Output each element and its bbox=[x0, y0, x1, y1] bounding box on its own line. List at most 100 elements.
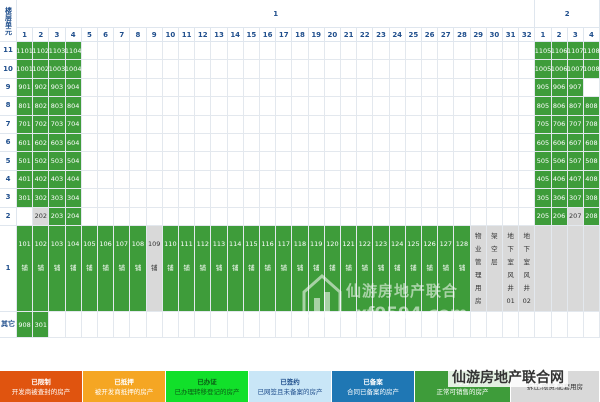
unit-cell[interactable]: 206 bbox=[551, 207, 568, 226]
unit-cell[interactable]: 1006 bbox=[551, 60, 568, 79]
unit-cell[interactable]: 607 bbox=[567, 134, 584, 153]
shop-cell[interactable]: 103 铺 bbox=[49, 226, 66, 312]
unit-cell[interactable]: 306 bbox=[551, 189, 568, 208]
unit-cell[interactable]: 505 bbox=[535, 152, 552, 171]
unit-cell[interactable]: 805 bbox=[535, 97, 552, 116]
unit-cell[interactable]: 1008 bbox=[583, 60, 600, 79]
special-room-cell[interactable]: 地下室风井 01 bbox=[503, 226, 520, 312]
unit-cell[interactable]: 1105 bbox=[535, 42, 552, 61]
unit-cell[interactable]: 501 bbox=[17, 152, 34, 171]
shop-cell[interactable]: 117 铺 bbox=[276, 226, 293, 312]
shop-cell[interactable]: 108 铺 bbox=[130, 226, 147, 312]
shop-cell[interactable]: 120 铺 bbox=[324, 226, 341, 312]
shop-cell[interactable]: 114 铺 bbox=[227, 226, 244, 312]
unit-cell[interactable]: 707 bbox=[567, 115, 584, 134]
special-room-cell[interactable]: 物业管理用房 bbox=[470, 226, 487, 312]
unit-cell[interactable]: 603 bbox=[49, 134, 66, 153]
shop-cell[interactable]: 118 铺 bbox=[292, 226, 309, 312]
unit-cell[interactable]: 807 bbox=[567, 97, 584, 116]
unit-cell[interactable]: 1106 bbox=[551, 42, 568, 61]
special-room-cell[interactable]: 架空层 bbox=[486, 226, 503, 312]
shop-cell[interactable]: 127 铺 bbox=[438, 226, 455, 312]
unit-cell[interactable]: 507 bbox=[567, 152, 584, 171]
shop-cell[interactable]: 128 铺 bbox=[454, 226, 471, 312]
unit-cell[interactable]: 502 bbox=[33, 152, 50, 171]
shop-cell[interactable]: 112 铺 bbox=[195, 226, 212, 312]
shop-cell[interactable]: 115 铺 bbox=[243, 226, 260, 312]
unit-cell[interactable]: 704 bbox=[65, 115, 82, 134]
shop-cell[interactable]: 110 铺 bbox=[162, 226, 179, 312]
unit-cell[interactable]: 504 bbox=[65, 152, 82, 171]
unit-cell[interactable]: 905 bbox=[535, 78, 552, 98]
unit-cell[interactable]: 204 bbox=[65, 207, 82, 226]
unit-cell[interactable]: 808 bbox=[583, 97, 600, 116]
shop-cell[interactable]: 109 铺 bbox=[146, 226, 163, 312]
unit-cell[interactable]: 802 bbox=[33, 97, 50, 116]
unit-cell[interactable]: 304 bbox=[65, 189, 82, 208]
unit-cell[interactable]: 906 bbox=[551, 78, 568, 98]
shop-cell[interactable]: 121 铺 bbox=[341, 226, 358, 312]
unit-cell[interactable]: 1102 bbox=[33, 42, 50, 61]
shop-cell[interactable]: 124 铺 bbox=[389, 226, 406, 312]
unit-cell[interactable]: 606 bbox=[551, 134, 568, 153]
shop-cell[interactable]: 101 铺 bbox=[17, 226, 34, 312]
unit-cell[interactable]: 1005 bbox=[535, 60, 552, 79]
unit-cell[interactable]: 705 bbox=[535, 115, 552, 134]
unit-cell[interactable]: 604 bbox=[65, 134, 82, 153]
shop-cell[interactable]: 105 铺 bbox=[81, 226, 98, 312]
unit-cell[interactable]: 902 bbox=[33, 78, 50, 98]
shop-cell[interactable]: 111 铺 bbox=[179, 226, 196, 312]
shop-cell[interactable]: 126 铺 bbox=[422, 226, 439, 312]
unit-cell[interactable]: 1003 bbox=[49, 60, 66, 79]
unit-cell[interactable]: 205 bbox=[535, 207, 552, 226]
unit-cell[interactable]: 503 bbox=[49, 152, 66, 171]
special-room-cell[interactable]: 地下室风井 02 bbox=[519, 226, 536, 312]
unit-cell[interactable]: 308 bbox=[583, 189, 600, 208]
unit-cell[interactable]: 202 bbox=[33, 207, 50, 226]
unit-cell[interactable]: 904 bbox=[65, 78, 82, 98]
unit-cell[interactable]: 701 bbox=[17, 115, 34, 134]
unit-cell[interactable]: 301 bbox=[33, 312, 50, 338]
unit-cell[interactable]: 302 bbox=[33, 189, 50, 208]
shop-cell[interactable]: 119 铺 bbox=[308, 226, 325, 312]
unit-cell[interactable]: 1103 bbox=[49, 42, 66, 61]
unit-cell[interactable]: 903 bbox=[49, 78, 66, 98]
unit-cell[interactable]: 307 bbox=[567, 189, 584, 208]
unit-cell[interactable]: 702 bbox=[33, 115, 50, 134]
shop-cell[interactable]: 113 铺 bbox=[211, 226, 228, 312]
unit-cell[interactable]: 601 bbox=[17, 134, 34, 153]
unit-cell[interactable]: 508 bbox=[583, 152, 600, 171]
unit-cell[interactable]: 1002 bbox=[33, 60, 50, 79]
unit-cell[interactable]: 706 bbox=[551, 115, 568, 134]
unit-cell[interactable]: 901 bbox=[17, 78, 34, 98]
unit-cell[interactable]: 207 bbox=[567, 207, 584, 226]
unit-cell[interactable]: 407 bbox=[567, 170, 584, 190]
unit-cell[interactable]: 208 bbox=[583, 207, 600, 226]
unit-cell[interactable]: 907 bbox=[567, 78, 584, 98]
unit-cell[interactable]: 1007 bbox=[567, 60, 584, 79]
unit-cell[interactable]: 408 bbox=[583, 170, 600, 190]
shop-cell[interactable]: 125 铺 bbox=[405, 226, 422, 312]
unit-cell[interactable]: 908 bbox=[17, 312, 34, 338]
shop-cell[interactable]: 104 铺 bbox=[65, 226, 82, 312]
unit-cell[interactable]: 404 bbox=[65, 170, 82, 190]
unit-cell[interactable]: 801 bbox=[17, 97, 34, 116]
unit-cell[interactable]: 1107 bbox=[567, 42, 584, 61]
unit-cell[interactable]: 506 bbox=[551, 152, 568, 171]
unit-cell[interactable]: 203 bbox=[49, 207, 66, 226]
unit-cell[interactable]: 605 bbox=[535, 134, 552, 153]
unit-cell[interactable]: 703 bbox=[49, 115, 66, 134]
unit-cell[interactable]: 303 bbox=[49, 189, 66, 208]
unit-cell[interactable]: 608 bbox=[583, 134, 600, 153]
shop-cell[interactable]: 106 铺 bbox=[98, 226, 115, 312]
unit-cell[interactable]: 1101 bbox=[16, 42, 34, 61]
unit-cell[interactable]: 602 bbox=[33, 134, 50, 153]
unit-cell[interactable]: 301 bbox=[17, 189, 34, 208]
unit-cell[interactable]: 402 bbox=[33, 170, 50, 190]
unit-cell[interactable]: 708 bbox=[583, 115, 600, 134]
unit-cell[interactable]: 806 bbox=[551, 97, 568, 116]
unit-cell[interactable]: 405 bbox=[535, 170, 552, 190]
shop-cell[interactable]: 123 铺 bbox=[373, 226, 390, 312]
unit-cell[interactable]: 406 bbox=[551, 170, 568, 190]
shop-cell[interactable]: 107 铺 bbox=[114, 226, 131, 312]
